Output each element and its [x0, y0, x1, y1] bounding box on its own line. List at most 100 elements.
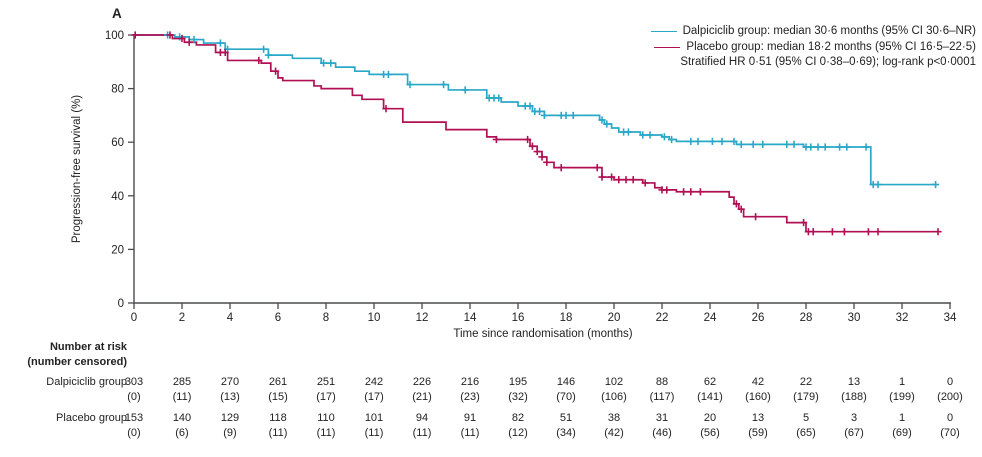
risk-at-risk-value: 1 [898, 376, 906, 388]
x-tick-label: 0 [131, 312, 137, 324]
risk-at-risk-value: 153 [124, 412, 144, 424]
y-tick-label: 100 [105, 30, 124, 42]
risk-at-risk-value: 94 [415, 412, 429, 424]
risk-at-risk-value: 146 [556, 376, 576, 388]
x-tick-label: 32 [896, 312, 909, 324]
risk-censored-value: (23) [460, 391, 480, 403]
risk-table: Number at risk (number censored) Dalpici… [0, 341, 982, 457]
risk-censored-value: (13) [220, 391, 240, 403]
risk-censored-value: (21) [412, 391, 432, 403]
x-tick-label: 10 [368, 312, 381, 324]
risk-at-risk-value: 31 [655, 412, 669, 424]
y-tick-label: 80 [111, 84, 124, 96]
x-tick-label: 24 [704, 312, 717, 324]
risk-at-risk-value: 62 [703, 376, 717, 388]
risk-at-risk-value: 1 [898, 412, 906, 424]
risk-at-risk-value: 140 [172, 412, 192, 424]
legend-item-dalpiciclib: Dalpiciclib group: median 30·6 months (9… [650, 24, 976, 40]
risk-censored-value: (70) [556, 391, 576, 403]
risk-at-risk-value: 0 [946, 376, 954, 388]
risk-at-risk-value: 3 [850, 412, 858, 424]
risk-at-risk-value: 101 [364, 412, 384, 424]
x-tick-label: 34 [944, 312, 957, 324]
x-axis-label: Time since randomisation (months) [453, 328, 632, 340]
risk-censored-value: (200) [937, 391, 963, 403]
risk-at-risk-value: 110 [317, 412, 335, 424]
x-tick-label: 30 [848, 312, 861, 324]
risk-row-label: Dalpiciclib group [46, 376, 127, 388]
risk-censored-value: (11) [412, 427, 432, 439]
x-tick-label: 2 [179, 312, 185, 324]
risk-censored-value: (11) [172, 391, 192, 403]
x-tick-label: 22 [656, 312, 669, 324]
risk-at-risk-value: 5 [802, 412, 810, 424]
x-tick-label: 14 [464, 312, 477, 324]
risk-at-risk-value: 102 [604, 376, 624, 388]
risk-at-risk-value: 38 [607, 412, 621, 424]
risk-table-subtitle: (number censored) [27, 356, 127, 368]
risk-censored-value: (188) [841, 391, 867, 403]
legend-note: Stratified HR 0·51 (95% CI 0·38–0·69); l… [680, 56, 976, 69]
censor-marks [131, 31, 942, 236]
y-tick-label: 0 [118, 298, 124, 310]
x-tick-label: 26 [752, 312, 765, 324]
risk-censored-value: (179) [793, 391, 819, 403]
x-tick-label: 12 [416, 312, 429, 324]
risk-censored-value: (6) [175, 427, 189, 439]
risk-at-risk-value: 285 [172, 376, 192, 388]
legend-label-placebo: Placebo group: median 18·2 months (95% C… [686, 40, 976, 53]
x-tick-label: 18 [560, 312, 573, 324]
risk-censored-value: (11) [364, 427, 384, 439]
risk-censored-value: (17) [364, 391, 384, 403]
risk-censored-value: (199) [889, 391, 915, 403]
risk-censored-value: (56) [700, 427, 720, 439]
risk-at-risk-value: 195 [508, 376, 528, 388]
risk-at-risk-value: 226 [412, 376, 432, 388]
x-tick-label: 20 [608, 312, 621, 324]
risk-censored-value: (32) [508, 391, 528, 403]
risk-at-risk-value: 270 [220, 376, 240, 388]
risk-censored-value: (160) [745, 391, 771, 403]
x-tick-label: 6 [275, 312, 281, 324]
risk-censored-value: (11) [460, 427, 480, 439]
panel-label: A [112, 6, 122, 21]
risk-at-risk-value: 261 [268, 376, 288, 388]
risk-censored-value: (70) [940, 427, 960, 439]
risk-at-risk-value: 13 [847, 376, 861, 388]
y-tick-label: 20 [111, 244, 124, 256]
y-tick-label: 40 [111, 191, 124, 203]
risk-row-label: Placebo group [56, 412, 127, 424]
risk-table-title: Number at risk [49, 341, 127, 353]
x-tick-label: 8 [323, 312, 329, 324]
risk-censored-value: (65) [796, 427, 816, 439]
risk-at-risk-value: 88 [655, 376, 669, 388]
x-tick-label: 16 [512, 312, 525, 324]
risk-censored-value: (59) [748, 427, 768, 439]
y-axis-label: Progression-free survival (%) [71, 95, 83, 243]
risk-at-risk-value: 22 [799, 376, 813, 388]
risk-censored-value: (11) [268, 427, 288, 439]
risk-censored-value: (34) [556, 427, 576, 439]
risk-at-risk-value: 91 [463, 412, 477, 424]
risk-at-risk-value: 0 [946, 412, 954, 424]
risk-censored-value: (69) [892, 427, 912, 439]
risk-censored-value: (0) [127, 427, 141, 439]
risk-censored-value: (11) [316, 427, 336, 439]
x-tick-label: 28 [800, 312, 813, 324]
legend: Dalpiciclib group: median 30·6 months (9… [650, 24, 976, 71]
risk-at-risk-value: 242 [364, 376, 384, 388]
risk-at-risk-value: 82 [511, 412, 525, 424]
risk-censored-value: (15) [268, 391, 288, 403]
legend-label-dalpiciclib: Dalpiciclib group: median 30·6 months (9… [682, 25, 976, 37]
risk-censored-value: (17) [316, 391, 336, 403]
risk-censored-value: (0) [127, 391, 141, 403]
risk-at-risk-value: 251 [316, 376, 336, 388]
risk-censored-value: (106) [601, 391, 627, 403]
risk-censored-value: (141) [697, 391, 723, 403]
risk-censored-value: (67) [844, 427, 864, 439]
risk-at-risk-value: 20 [703, 412, 717, 424]
placebo-line-swatch [654, 46, 681, 48]
